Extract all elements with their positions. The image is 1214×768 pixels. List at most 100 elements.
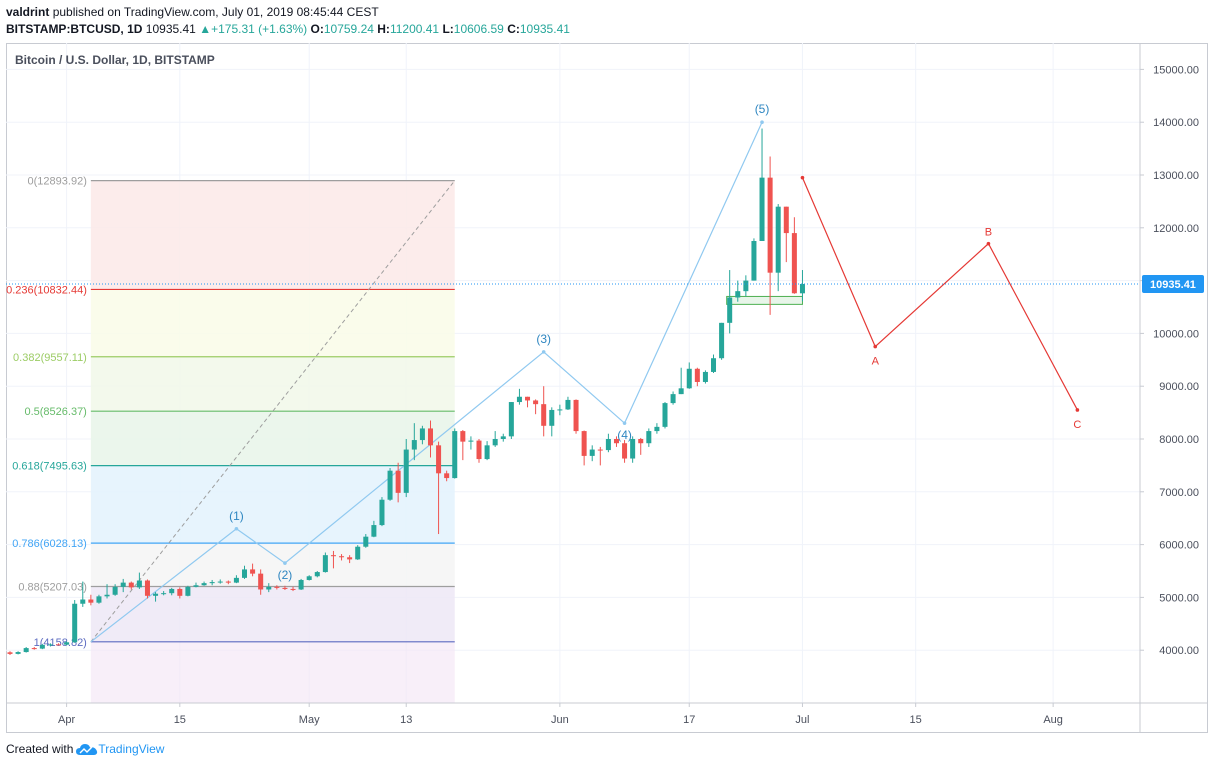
- candle-body[interactable]: [565, 399, 571, 410]
- author-name[interactable]: valdrint: [6, 5, 50, 19]
- candle-body[interactable]: [557, 409, 563, 411]
- candle-body[interactable]: [791, 233, 797, 294]
- candle-body[interactable]: [452, 431, 458, 479]
- candle-body[interactable]: [799, 284, 805, 294]
- candle-body[interactable]: [241, 569, 248, 578]
- candle-body[interactable]: [290, 588, 296, 590]
- candle-body[interactable]: [427, 428, 433, 446]
- candle-body[interactable]: [298, 579, 304, 590]
- candle-body[interactable]: [508, 402, 514, 437]
- candle-body[interactable]: [436, 445, 442, 474]
- candle-body[interactable]: [654, 426, 660, 432]
- candle-body[interactable]: [500, 436, 506, 439]
- candle-body[interactable]: [136, 580, 142, 588]
- candle-body[interactable]: [31, 648, 37, 650]
- candle-body[interactable]: [589, 449, 595, 456]
- candle-body[interactable]: [225, 581, 231, 583]
- candle-body[interactable]: [395, 470, 401, 493]
- candle-body[interactable]: [533, 400, 539, 405]
- candle-body[interactable]: [719, 322, 725, 359]
- candle-body[interactable]: [541, 404, 547, 426]
- candle-body[interactable]: [193, 585, 199, 587]
- candle-body[interactable]: [371, 525, 377, 537]
- candle-body[interactable]: [120, 582, 126, 587]
- candle-body[interactable]: [411, 440, 417, 450]
- candle-body[interactable]: [347, 557, 353, 560]
- candle-body[interactable]: [460, 431, 466, 442]
- candle-body[interactable]: [339, 556, 345, 558]
- candle-body[interactable]: [161, 593, 167, 595]
- candle-body[interactable]: [250, 569, 256, 574]
- candle-body[interactable]: [80, 599, 86, 604]
- candle-body[interactable]: [379, 499, 385, 526]
- candle-body[interactable]: [128, 582, 134, 588]
- candle-body[interactable]: [15, 652, 21, 654]
- candle-body[interactable]: [711, 358, 717, 372]
- candle-body[interactable]: [144, 580, 150, 596]
- candle-body[interactable]: [7, 652, 13, 654]
- chart-container[interactable]: 0(12893.92) 0.236(10832.44) 0.382(9557.11)…: [6, 43, 1208, 733]
- candle-body[interactable]: [39, 644, 45, 649]
- candle-body[interactable]: [177, 588, 183, 596]
- candle-body[interactable]: [314, 572, 320, 577]
- candle-body[interactable]: [662, 403, 668, 427]
- candle-body[interactable]: [47, 644, 53, 646]
- candle-body[interactable]: [169, 588, 175, 594]
- candle-body[interactable]: [88, 599, 94, 603]
- candle-body[interactable]: [727, 297, 733, 323]
- candle-body[interactable]: [630, 439, 636, 459]
- candle-body[interactable]: [444, 473, 450, 479]
- candle-body[interactable]: [605, 439, 611, 451]
- candle-body[interactable]: [767, 177, 773, 273]
- candle-body[interactable]: [330, 555, 336, 557]
- candle-body[interactable]: [258, 573, 264, 590]
- candle-body[interactable]: [306, 576, 312, 580]
- candle-body[interactable]: [516, 396, 522, 403]
- candle-body[interactable]: [104, 594, 110, 597]
- candle-body[interactable]: [56, 644, 62, 646]
- candle-body[interactable]: [686, 368, 692, 389]
- candle-body[interactable]: [112, 586, 118, 595]
- candle-body[interactable]: [573, 399, 579, 432]
- candle-body[interactable]: [266, 586, 272, 590]
- candle-body[interactable]: [581, 431, 587, 456]
- candle-body[interactable]: [549, 409, 555, 426]
- tradingview-logo[interactable]: TradingView: [76, 742, 164, 756]
- candle-body[interactable]: [613, 439, 619, 444]
- candle-body[interactable]: [775, 206, 781, 273]
- candle-body[interactable]: [217, 581, 223, 583]
- candle-body[interactable]: [492, 439, 498, 446]
- candle-body[interactable]: [702, 371, 708, 382]
- candle-body[interactable]: [233, 577, 239, 583]
- candle-body[interactable]: [355, 546, 361, 560]
- candle-body[interactable]: [419, 428, 425, 441]
- price-chart[interactable]: 0(12893.92) 0.236(10832.44) 0.382(9557.11)…: [6, 43, 1208, 733]
- candle-body[interactable]: [387, 470, 393, 500]
- candle-body[interactable]: [403, 449, 409, 493]
- candle-body[interactable]: [322, 555, 328, 573]
- candle-body[interactable]: [646, 431, 652, 444]
- candle-body[interactable]: [96, 596, 102, 603]
- candle-body[interactable]: [23, 648, 29, 653]
- candle-body[interactable]: [274, 586, 280, 588]
- candle-body[interactable]: [670, 394, 676, 404]
- candle-body[interactable]: [468, 440, 474, 442]
- candle-body[interactable]: [72, 603, 78, 643]
- candle-body[interactable]: [282, 587, 288, 589]
- candle-body[interactable]: [694, 368, 700, 382]
- candle-body[interactable]: [363, 536, 369, 547]
- candle-body[interactable]: [64, 642, 70, 645]
- candle-body[interactable]: [209, 582, 215, 584]
- candle-body[interactable]: [476, 440, 482, 460]
- candle-body[interactable]: [751, 241, 757, 281]
- candle-body[interactable]: [525, 396, 531, 401]
- candle-body[interactable]: [678, 388, 684, 395]
- candle-body[interactable]: [743, 280, 749, 292]
- candle-body[interactable]: [185, 586, 191, 596]
- candle-body[interactable]: [201, 583, 207, 586]
- candle-body[interactable]: [638, 439, 644, 444]
- candle-body[interactable]: [735, 291, 741, 298]
- candle-body[interactable]: [759, 177, 765, 241]
- candle-body[interactable]: [597, 449, 603, 451]
- candle-body[interactable]: [622, 443, 628, 459]
